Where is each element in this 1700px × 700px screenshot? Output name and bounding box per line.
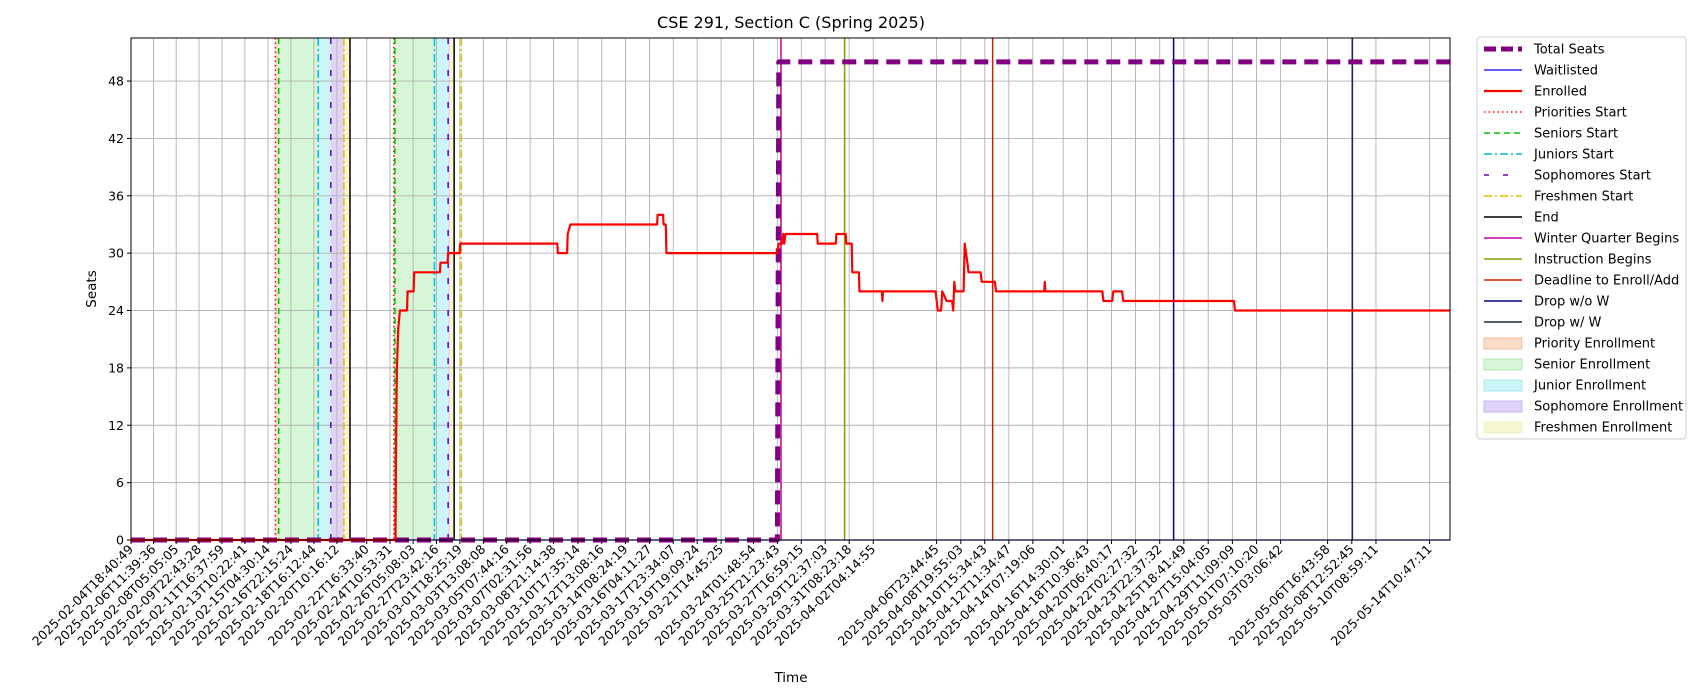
legend-swatch-senior-enrollment	[1483, 358, 1523, 371]
y-tick-label: 12	[108, 418, 124, 433]
legend: Total Seats Waitlisted Enrolled Priorities …	[1476, 36, 1687, 440]
legend-label-freshmen-enrollment: Freshmen Enrollment	[1534, 421, 1672, 436]
y-tick-label: 48	[108, 74, 124, 89]
legend-label-juniors-start: Juniors Start	[1533, 148, 1614, 163]
shade-priority-enrollment	[275, 38, 279, 540]
shade-freshmen-enrollment	[449, 38, 455, 540]
legend-label-priority-enrollment: Priority Enrollment	[1534, 337, 1655, 352]
y-tick-label: 24	[108, 303, 124, 318]
shade-junior-enrollment	[434, 38, 449, 540]
series-enrolled	[131, 213, 1450, 542]
legend-label-drop-w-o-w: Drop w/o W	[1534, 295, 1610, 310]
y-axis: 0 6 12 18 24 30 36 42 48	[108, 74, 131, 548]
legend-label-instruction-begins: Instruction Begins	[1534, 253, 1652, 268]
legend-label-sophomores-start: Sophomores Start	[1534, 169, 1651, 184]
legend-label-winter-quarter-begins: Winter Quarter Begins	[1534, 232, 1679, 247]
x-axis: 2025-02-04T18:40:492025-02-06T11:39:3620…	[29, 540, 1435, 649]
legend-label-deadline-to-enroll-add: Deadline to Enroll/Add	[1534, 274, 1679, 289]
shade-senior-enrollment	[278, 38, 319, 540]
shaded-periods	[275, 38, 455, 540]
y-tick-label: 0	[116, 533, 124, 548]
y-tick-label: 42	[108, 131, 124, 146]
y-tick-label: 36	[108, 188, 124, 203]
legend-label-enrolled: Enrolled	[1534, 85, 1587, 100]
plot-frame	[130, 37, 1451, 541]
y-tick-label: 6	[116, 475, 124, 490]
x-tick-label: 2025-05-10T08:59:11	[1274, 542, 1381, 649]
event-markers	[274, 38, 1354, 540]
legend-swatch-sophomore-enrollment	[1483, 400, 1523, 413]
legend-label-drop-w-w: Drop w/ W	[1534, 316, 1602, 331]
legend-label-end: End	[1534, 211, 1559, 226]
shade-junior-enrollment	[318, 38, 331, 540]
legend-frame	[1476, 36, 1687, 440]
grid-lines	[130, 38, 1450, 541]
x-axis-label: Time	[773, 670, 807, 686]
legend-label-senior-enrollment: Senior Enrollment	[1534, 358, 1650, 373]
chart-title: CSE 291, Section C (Spring 2025)	[657, 13, 925, 32]
legend-swatch-freshmen-enrollment	[1483, 421, 1523, 434]
legend-swatch-junior-enrollment	[1483, 379, 1523, 392]
legend-label-total-seats: Total Seats	[1533, 43, 1605, 58]
legend-label-junior-enrollment: Junior Enrollment	[1533, 379, 1646, 394]
legend-swatch-priority-enrollment	[1483, 337, 1523, 350]
series-total-seats	[131, 59, 1450, 543]
legend-label-freshmen-start: Freshmen Start	[1534, 190, 1633, 205]
legend-label-priorities-start: Priorities Start	[1534, 106, 1627, 121]
shade-sophomore-enrollment	[448, 38, 450, 540]
y-tick-label: 30	[108, 246, 124, 261]
y-axis-label: Seats	[84, 270, 100, 307]
legend-label-waitlisted: Waitlisted	[1534, 64, 1598, 79]
y-tick-label: 18	[108, 360, 124, 375]
legend-label-seniors-start: Seniors Start	[1534, 127, 1618, 142]
legend-label-sophomore-enrollment: Sophomore Enrollment	[1534, 400, 1683, 415]
shade-freshmen-enrollment	[343, 38, 350, 540]
